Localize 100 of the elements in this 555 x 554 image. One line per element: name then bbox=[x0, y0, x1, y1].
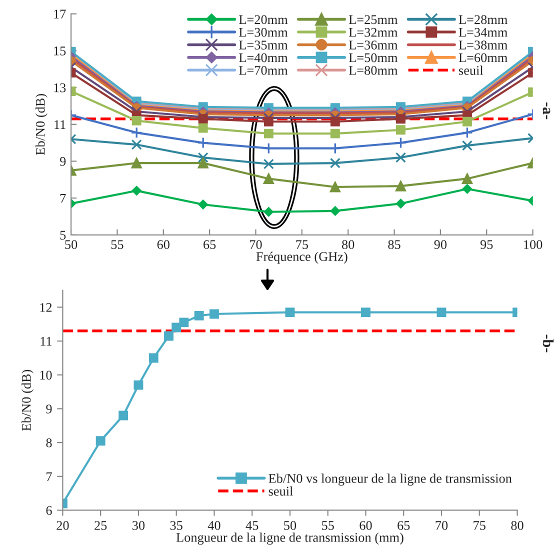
point bbox=[118, 410, 128, 420]
x-axis-title: Longueur de la ligne de transmission (mm) bbox=[176, 532, 404, 545]
y-tick-label: 7 bbox=[46, 472, 52, 481]
x-tick-label: 80 bbox=[511, 521, 524, 530]
point bbox=[148, 353, 158, 363]
y-tick-label: 9 bbox=[60, 157, 66, 166]
point bbox=[264, 116, 274, 126]
point bbox=[396, 198, 406, 208]
legend-label: L=28mm bbox=[458, 15, 508, 24]
x-tick-label: 75 bbox=[296, 240, 308, 250]
legend-label: L=20mm bbox=[239, 15, 288, 24]
x-tick-label: 60 bbox=[157, 240, 170, 250]
legend-label: L=38mm bbox=[458, 40, 508, 50]
point bbox=[264, 128, 274, 138]
point bbox=[396, 125, 406, 135]
legend-label: seuil bbox=[459, 66, 484, 75]
x-tick-label: 35 bbox=[170, 521, 182, 530]
point bbox=[130, 126, 142, 138]
point bbox=[330, 158, 340, 168]
x-tick-label: 50 bbox=[65, 240, 78, 250]
point bbox=[131, 158, 142, 168]
y-axis-title: Eb/N0 (dB) bbox=[22, 370, 34, 431]
y-tick-label: 8 bbox=[46, 438, 52, 448]
x-tick-label: 45 bbox=[246, 521, 258, 530]
point bbox=[264, 207, 274, 217]
point bbox=[198, 152, 208, 163]
x-tick-label: 50 bbox=[284, 521, 296, 530]
legend-label: L=36mm bbox=[348, 40, 398, 50]
y-tick-label: 15 bbox=[54, 46, 66, 56]
point bbox=[132, 116, 142, 126]
x-tick-label: 30 bbox=[132, 521, 145, 530]
point bbox=[263, 158, 274, 170]
point bbox=[198, 158, 208, 168]
y-tick-label: 6 bbox=[46, 506, 52, 515]
point bbox=[462, 140, 473, 151]
point bbox=[330, 116, 340, 126]
x-tick-label: 70 bbox=[250, 240, 262, 250]
legend-label: L=32mm bbox=[348, 28, 398, 37]
x-tick-label: 70 bbox=[436, 521, 448, 530]
point bbox=[198, 200, 208, 210]
text: -b- bbox=[542, 334, 554, 352]
x-tick-label: 25 bbox=[94, 521, 107, 530]
point bbox=[285, 308, 295, 318]
y-tick-label: 5 bbox=[60, 230, 66, 240]
point bbox=[134, 380, 144, 390]
legend-label: L=60mm bbox=[458, 53, 508, 62]
point bbox=[329, 142, 341, 154]
x-tick-label: 85 bbox=[388, 240, 400, 250]
y-tick-label: 7 bbox=[60, 194, 66, 203]
legend-label: L=50mm bbox=[348, 53, 398, 62]
point bbox=[263, 173, 274, 184]
y-tick-label: 10 bbox=[40, 370, 52, 380]
point bbox=[462, 184, 472, 194]
text: -a- bbox=[542, 102, 550, 120]
point bbox=[198, 112, 208, 122]
point bbox=[132, 186, 142, 196]
y-axis-title: Eb/N0 (dB) bbox=[35, 94, 48, 155]
point bbox=[131, 139, 142, 150]
y-tick-label: 9 bbox=[46, 404, 52, 414]
point bbox=[194, 310, 204, 320]
x-tick-label: 55 bbox=[322, 521, 334, 530]
point bbox=[197, 136, 209, 149]
legend-label: L=70mm bbox=[239, 66, 288, 75]
point bbox=[179, 318, 189, 328]
legend-label: L=30mm bbox=[239, 28, 288, 37]
point bbox=[395, 152, 406, 163]
legend-label: Eb/N0 vs longueur de la ligne de transmission bbox=[268, 474, 512, 486]
point bbox=[198, 114, 208, 124]
point bbox=[395, 180, 406, 192]
point bbox=[330, 128, 340, 138]
point bbox=[436, 308, 446, 318]
point bbox=[462, 116, 472, 126]
point bbox=[461, 126, 474, 138]
x-tick-label: 55 bbox=[111, 240, 124, 250]
legend-label: seuil bbox=[268, 486, 293, 496]
point bbox=[172, 322, 182, 332]
x-tick-label: 75 bbox=[474, 521, 486, 530]
legend-label: L=40mm bbox=[239, 53, 288, 62]
point bbox=[96, 436, 106, 446]
legend-label: L=35mm bbox=[239, 40, 288, 50]
point bbox=[330, 182, 340, 192]
point bbox=[396, 114, 406, 124]
legend-label: L=34mm bbox=[458, 28, 508, 37]
y-tick-label: 12 bbox=[40, 303, 52, 312]
y-tick-label: 17 bbox=[54, 10, 66, 18]
x-tick-label: 40 bbox=[208, 521, 220, 530]
point bbox=[198, 123, 208, 133]
point bbox=[462, 173, 473, 184]
legend-label: L=25mm bbox=[348, 15, 398, 24]
point bbox=[164, 331, 174, 341]
point bbox=[262, 142, 275, 154]
x-tick-label: 100 bbox=[524, 240, 542, 250]
point bbox=[361, 308, 370, 318]
legend-label: L=80mm bbox=[348, 66, 398, 75]
point bbox=[131, 106, 142, 117]
x-tick-label: 90 bbox=[434, 240, 447, 250]
x-tick-label: 65 bbox=[398, 521, 410, 530]
x-tick-label: 60 bbox=[360, 521, 372, 530]
y-tick-label: 11 bbox=[54, 120, 66, 129]
point bbox=[210, 309, 219, 319]
